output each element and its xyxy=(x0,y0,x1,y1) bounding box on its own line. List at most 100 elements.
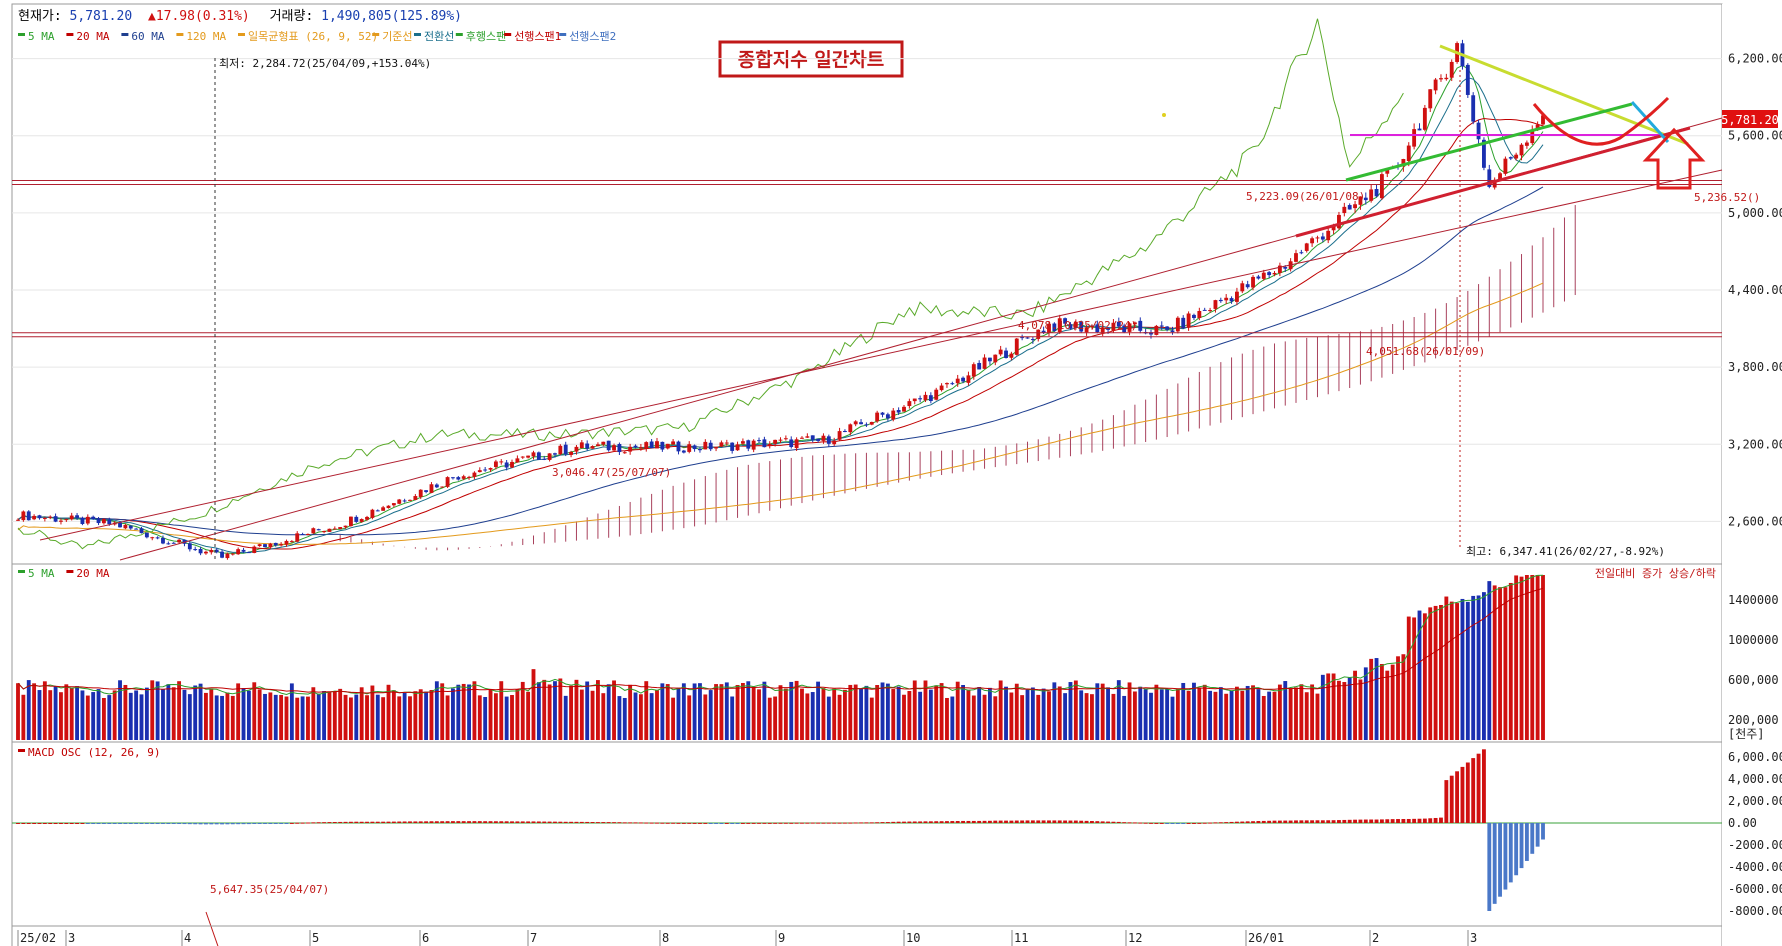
candle-body xyxy=(123,524,128,529)
price-panel[interactable] xyxy=(11,3,1723,565)
candle-body xyxy=(1331,226,1336,231)
volume-bar xyxy=(1068,682,1073,740)
candle-body xyxy=(1073,321,1078,328)
volume-bar xyxy=(649,693,654,740)
volume-bar xyxy=(499,681,504,740)
volume-bar xyxy=(26,680,31,740)
candle-body xyxy=(96,518,101,524)
macd-bar xyxy=(987,820,992,823)
volume-bar xyxy=(1530,575,1535,740)
macd-bar xyxy=(773,822,778,824)
volume-bar xyxy=(553,681,557,740)
volume-bar xyxy=(177,681,182,740)
volume-bar xyxy=(1261,695,1266,740)
volume-bar xyxy=(1471,595,1476,740)
volume-bar xyxy=(676,687,681,740)
macd-bar xyxy=(810,822,815,824)
candle-body xyxy=(477,470,482,473)
volume-bar xyxy=(1030,687,1035,740)
candle-body xyxy=(601,441,606,445)
candle-body xyxy=(977,362,982,370)
macd-bar xyxy=(1396,819,1400,823)
volume-bar xyxy=(1175,689,1180,740)
candle-body xyxy=(875,412,880,422)
price-tick-label: 6,200.00 xyxy=(1728,52,1782,66)
macd-bar xyxy=(424,821,429,823)
macd-panel[interactable] xyxy=(11,741,1723,946)
candle-body xyxy=(225,553,230,559)
candle-body xyxy=(402,500,407,502)
volume-bar xyxy=(1213,691,1218,740)
candle-body xyxy=(730,442,735,451)
macd-bar xyxy=(1208,822,1213,824)
candle-body xyxy=(273,542,278,546)
candle-body xyxy=(284,540,289,545)
candle-body xyxy=(316,529,321,531)
macd-bar xyxy=(660,822,665,824)
volume-bar xyxy=(907,691,912,740)
candle-body xyxy=(1229,298,1234,302)
macd-bar xyxy=(1385,819,1390,823)
candle-body xyxy=(391,503,396,506)
volume-bar xyxy=(37,690,42,740)
candle-body xyxy=(928,395,933,402)
volume-bar xyxy=(112,690,117,740)
volume-bar xyxy=(1197,687,1202,740)
candle-body xyxy=(1326,230,1331,241)
macd-bar xyxy=(1331,820,1336,823)
candle-body xyxy=(48,516,53,518)
volume-bar xyxy=(236,683,241,740)
volume-bar xyxy=(359,687,364,740)
macd-bar xyxy=(1100,821,1105,823)
macd-bar xyxy=(96,823,101,824)
volume-bar xyxy=(740,682,745,740)
candle-body xyxy=(1433,79,1438,91)
macd-bar xyxy=(1063,820,1068,823)
macd-bar xyxy=(483,821,488,823)
candle-body xyxy=(800,437,804,439)
candle-body xyxy=(510,461,514,468)
candle-body xyxy=(939,385,944,391)
macd-bar xyxy=(885,822,890,824)
candle-body xyxy=(42,517,47,519)
candle-body xyxy=(332,528,337,530)
volume-bar xyxy=(1294,687,1298,740)
candle-body xyxy=(966,375,971,383)
volume-bar xyxy=(1541,575,1545,740)
macd-bar xyxy=(1272,820,1277,823)
macd-bar xyxy=(655,822,659,824)
candle-body xyxy=(955,378,960,384)
macd-bar xyxy=(832,822,837,824)
macd-bar xyxy=(230,823,235,825)
volume-unit: [천주] xyxy=(1728,726,1765,741)
candle-body xyxy=(628,446,633,452)
macd-bar xyxy=(273,823,278,824)
macd-bar xyxy=(993,820,998,823)
x-tick-label: 6 xyxy=(422,931,429,945)
candle-body xyxy=(354,516,359,522)
volume-bar xyxy=(918,691,923,740)
volume-bar xyxy=(762,681,767,740)
volume-bar xyxy=(53,686,58,740)
macd-bar xyxy=(1449,775,1454,823)
x-tick-label: 12 xyxy=(1128,931,1142,945)
lagging-span xyxy=(17,18,1404,550)
macd-bar xyxy=(553,821,557,823)
macd-bar xyxy=(1363,819,1368,823)
candle-body xyxy=(166,543,171,545)
volume-bar xyxy=(1256,689,1261,740)
macd-bar xyxy=(1326,820,1331,823)
volume-bar xyxy=(1331,673,1336,740)
candle-body xyxy=(1310,238,1315,244)
macd-bar xyxy=(1482,749,1486,823)
volume-bar xyxy=(1084,693,1089,740)
volume-bar xyxy=(1272,691,1277,740)
volume-bar xyxy=(1379,664,1384,740)
volume-bar xyxy=(182,689,187,740)
macd-bar xyxy=(42,823,47,824)
volume-bar xyxy=(574,679,579,740)
candle-body xyxy=(69,515,74,520)
candle-body xyxy=(1498,173,1502,181)
volume-bar xyxy=(451,688,455,740)
